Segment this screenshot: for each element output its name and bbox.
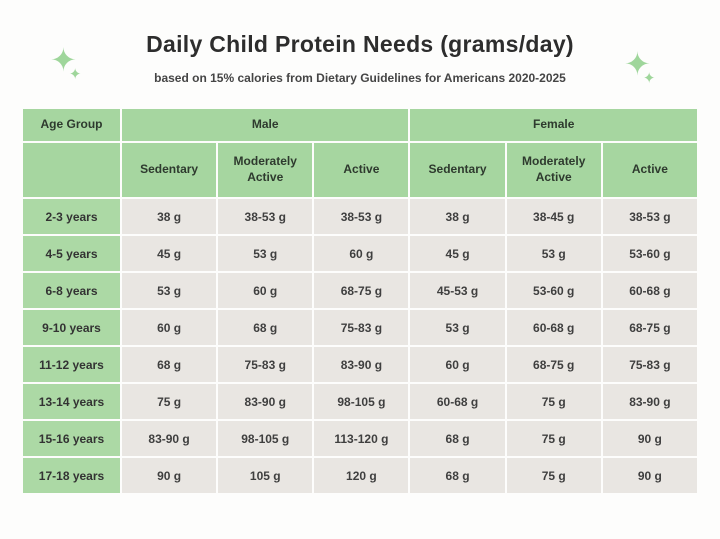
- age-group-cell: 2-3 years: [23, 199, 120, 234]
- protein-value-cell: 75-83 g: [314, 310, 409, 345]
- protein-value-cell: 68 g: [410, 421, 505, 456]
- table-activity-header-row: Sedentary Moderately Active Active Seden…: [23, 143, 697, 197]
- protein-value-cell: 75 g: [506, 384, 601, 419]
- protein-value-cell: 83-90 g: [602, 384, 697, 419]
- protein-value-cell: 90 g: [122, 458, 217, 493]
- protein-value-cell: 53 g: [506, 236, 601, 271]
- protein-value-cell: 68-75 g: [506, 347, 601, 382]
- protein-value-cell: 83-90 g: [122, 421, 217, 456]
- protein-needs-table: Age Group Male Female Sedentary Moderate…: [21, 107, 699, 495]
- protein-value-cell: 38-53 g: [314, 199, 409, 234]
- protein-value-cell: 75 g: [506, 458, 601, 493]
- male-sedentary-header: Sedentary: [122, 143, 217, 197]
- protein-value-cell: 45 g: [122, 236, 217, 271]
- protein-value-cell: 113-120 g: [314, 421, 409, 456]
- protein-value-cell: 60 g: [122, 310, 217, 345]
- protein-value-cell: 53-60 g: [602, 236, 697, 271]
- age-group-cell: 15-16 years: [23, 421, 120, 456]
- protein-value-cell: 53 g: [410, 310, 505, 345]
- protein-value-cell: 53 g: [218, 236, 313, 271]
- sparkle-big-star-icon: ✦: [624, 46, 651, 82]
- protein-value-cell: 38-53 g: [602, 199, 697, 234]
- page-title: Daily Child Protein Needs (grams/day): [146, 31, 574, 57]
- protein-value-cell: 45-53 g: [410, 273, 505, 308]
- protein-value-cell: 68 g: [218, 310, 313, 345]
- protein-value-cell: 60-68 g: [602, 273, 697, 308]
- female-active-header: Active: [602, 143, 697, 197]
- protein-value-cell: 38-53 g: [218, 199, 313, 234]
- protein-value-cell: 68-75 g: [314, 273, 409, 308]
- protein-value-cell: 75 g: [506, 421, 601, 456]
- age-group-header-spacer: [23, 143, 120, 197]
- table-group-header-row: Age Group Male Female: [23, 109, 697, 141]
- protein-value-cell: 68 g: [122, 347, 217, 382]
- protein-value-cell: 60 g: [410, 347, 505, 382]
- sparkle-small-star-icon: ✦: [642, 70, 656, 87]
- protein-value-cell: 38 g: [122, 199, 217, 234]
- protein-value-cell: 98-105 g: [218, 421, 313, 456]
- sparkle-big-star-icon: ✦: [50, 42, 77, 78]
- protein-value-cell: 60 g: [314, 236, 409, 271]
- age-group-cell: 6-8 years: [23, 273, 120, 308]
- protein-value-cell: 53-60 g: [506, 273, 601, 308]
- table-row: 13-14 years 75 g 83-90 g 98-105 g 60-68 g 75 …: [23, 384, 697, 419]
- protein-value-cell: 90 g: [602, 421, 697, 456]
- age-group-cell: 4-5 years: [23, 236, 120, 271]
- age-group-cell: 11-12 years: [23, 347, 120, 382]
- female-group-header: Female: [410, 109, 697, 141]
- protein-value-cell: 60 g: [218, 273, 313, 308]
- protein-value-cell: 75 g: [122, 384, 217, 419]
- protein-value-cell: 68 g: [410, 458, 505, 493]
- protein-value-cell: 120 g: [314, 458, 409, 493]
- protein-value-cell: 60-68 g: [410, 384, 505, 419]
- table-row: 17-18 years 90 g 105 g 120 g 68 g 75 g 90 g: [23, 458, 697, 493]
- age-group-header: Age Group: [23, 109, 120, 141]
- protein-value-cell: 105 g: [218, 458, 313, 493]
- protein-value-cell: 53 g: [122, 273, 217, 308]
- female-sedentary-header: Sedentary: [410, 143, 505, 197]
- sparkle-icon: ✦✦: [50, 42, 89, 82]
- protein-value-cell: 45 g: [410, 236, 505, 271]
- protein-value-cell: 75-83 g: [602, 347, 697, 382]
- protein-value-cell: 60-68 g: [506, 310, 601, 345]
- protein-value-cell: 38 g: [410, 199, 505, 234]
- age-group-cell: 13-14 years: [23, 384, 120, 419]
- male-group-header: Male: [122, 109, 409, 141]
- protein-value-cell: 83-90 g: [218, 384, 313, 419]
- protein-value-cell: 38-45 g: [506, 199, 601, 234]
- table-row: 9-10 years 60 g 68 g 75-83 g 53 g 60-68 g 68-7…: [23, 310, 697, 345]
- sparkle-icon: ✦✦: [624, 46, 663, 86]
- protein-value-cell: 75-83 g: [218, 347, 313, 382]
- table-row: 6-8 years 53 g 60 g 68-75 g 45-53 g 53-60 g 60…: [23, 273, 697, 308]
- age-group-cell: 17-18 years: [23, 458, 120, 493]
- table-row: 4-5 years 45 g 53 g 60 g 45 g 53 g 53-60 g: [23, 236, 697, 271]
- age-group-cell: 9-10 years: [23, 310, 120, 345]
- protein-value-cell: 90 g: [602, 458, 697, 493]
- protein-value-cell: 68-75 g: [602, 310, 697, 345]
- female-moderately-active-header: Moderately Active: [506, 143, 601, 197]
- page-subtitle: based on 15% calories from Dietary Guide…: [154, 71, 566, 85]
- table-body: 2-3 years 38 g 38-53 g 38-53 g 38 g 38-45 g 38…: [23, 199, 697, 493]
- sparkle-small-star-icon: ✦: [68, 66, 82, 83]
- male-moderately-active-header: Moderately Active: [218, 143, 313, 197]
- protein-value-cell: 98-105 g: [314, 384, 409, 419]
- protein-value-cell: 83-90 g: [314, 347, 409, 382]
- table-row: 11-12 years 68 g 75-83 g 83-90 g 60 g 68-75 g…: [23, 347, 697, 382]
- male-active-header: Active: [314, 143, 409, 197]
- table-row: 2-3 years 38 g 38-53 g 38-53 g 38 g 38-45 g 38…: [23, 199, 697, 234]
